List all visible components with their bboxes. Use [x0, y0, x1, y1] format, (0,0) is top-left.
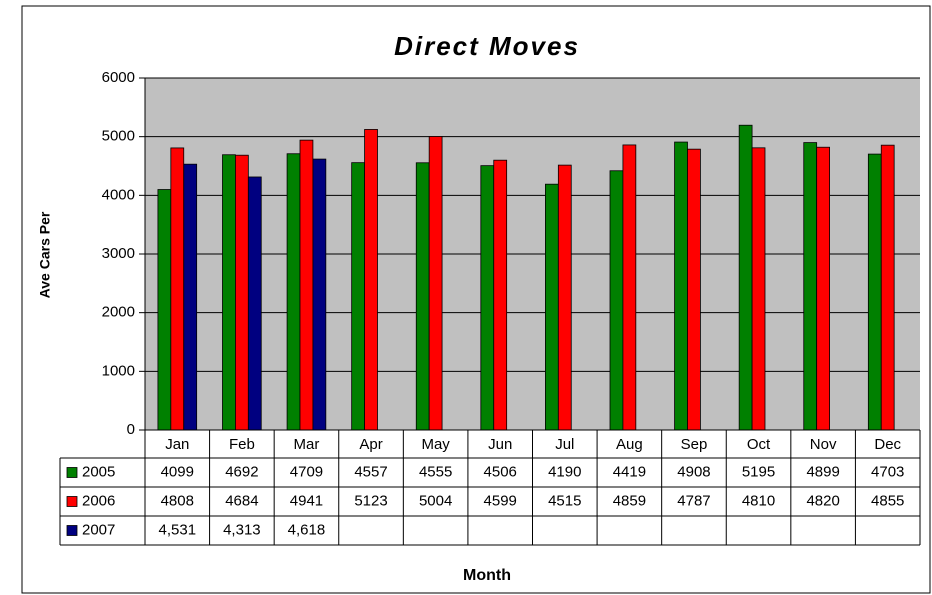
x-tick-label: Nov [810, 436, 837, 453]
table-cell: 4859 [613, 492, 646, 509]
y-tick-label: 4000 [102, 186, 135, 203]
legend-swatch [66, 496, 78, 507]
bar [751, 147, 766, 431]
x-tick-label: Jul [555, 436, 574, 453]
y-tick-label: 2000 [102, 304, 135, 321]
x-tick-label: Jan [165, 436, 189, 453]
bar [687, 148, 701, 431]
bar [286, 153, 301, 431]
bar [364, 129, 378, 431]
bar [738, 124, 753, 431]
table-cell: 4515 [548, 492, 581, 509]
bar [803, 142, 818, 431]
bar [880, 144, 895, 431]
bar [545, 183, 559, 431]
legend-label: 2007 [82, 521, 115, 538]
table-cell: 4787 [677, 492, 710, 509]
table-cell: 4555 [419, 463, 452, 480]
table-cell: 4908 [677, 463, 710, 480]
y-tick-label: 0 [127, 421, 135, 438]
table-cell: 4,531 [159, 521, 197, 538]
table-cell: 4855 [871, 492, 904, 509]
legend-label: 2006 [82, 492, 115, 509]
bar [183, 163, 198, 431]
chart-title: Direct Moves [394, 31, 580, 61]
x-tick-label: Sep [681, 436, 708, 453]
bar [415, 162, 430, 431]
table-cell: 4419 [613, 463, 646, 480]
legend-swatch [66, 467, 78, 478]
x-tick-label: Apr [359, 436, 382, 453]
legend-label: 2005 [82, 463, 115, 480]
bar [816, 146, 830, 431]
bar [351, 162, 365, 431]
bar [428, 136, 443, 431]
table-cell: 4899 [806, 463, 839, 480]
table-cell: 4941 [290, 492, 323, 509]
bar [222, 154, 236, 431]
table-cell: 4599 [484, 492, 517, 509]
y-axis-label: Ave Cars Per [37, 211, 53, 298]
bar [622, 144, 637, 431]
bar [867, 153, 882, 431]
bar [493, 159, 508, 431]
table-cell: 4820 [806, 492, 839, 509]
x-axis-label: Month [463, 567, 511, 584]
legend-swatch [66, 525, 78, 536]
table-cell: 5004 [419, 492, 452, 509]
bar [247, 176, 262, 431]
bar [157, 189, 172, 431]
y-tick-label: 3000 [102, 245, 135, 262]
table-cell: 4,618 [288, 521, 326, 538]
y-tick-label: 6000 [102, 69, 135, 86]
x-tick-label: Feb [229, 436, 255, 453]
table-cell: 4684 [225, 492, 258, 509]
bar [312, 158, 327, 431]
table-cell: 4506 [484, 463, 517, 480]
table-cell: 4099 [161, 463, 194, 480]
table-cell: 4703 [871, 463, 904, 480]
x-tick-label: Mar [294, 436, 320, 453]
bar [235, 154, 249, 431]
table-cell: 4,313 [223, 521, 261, 538]
bar [480, 165, 495, 431]
table-cell: 5195 [742, 463, 775, 480]
x-tick-label: Aug [616, 436, 643, 453]
x-tick-label: Oct [747, 436, 771, 453]
x-tick-label: May [421, 436, 450, 453]
table-cell: 4692 [225, 463, 258, 480]
table-cell: 4808 [161, 492, 194, 509]
x-tick-label: Dec [874, 436, 901, 453]
x-tick-label: Jun [488, 436, 512, 453]
table-cell: 4810 [742, 492, 775, 509]
bar [170, 147, 185, 431]
table-cell: 4709 [290, 463, 323, 480]
bar [299, 139, 314, 431]
table-cell: 4557 [354, 463, 387, 480]
table-cell: 4190 [548, 463, 581, 480]
bar [557, 164, 572, 431]
bar [609, 170, 624, 431]
y-tick-label: 5000 [102, 128, 135, 145]
table-cell: 5123 [354, 492, 387, 509]
y-tick-label: 1000 [102, 362, 135, 379]
bar [674, 141, 688, 431]
